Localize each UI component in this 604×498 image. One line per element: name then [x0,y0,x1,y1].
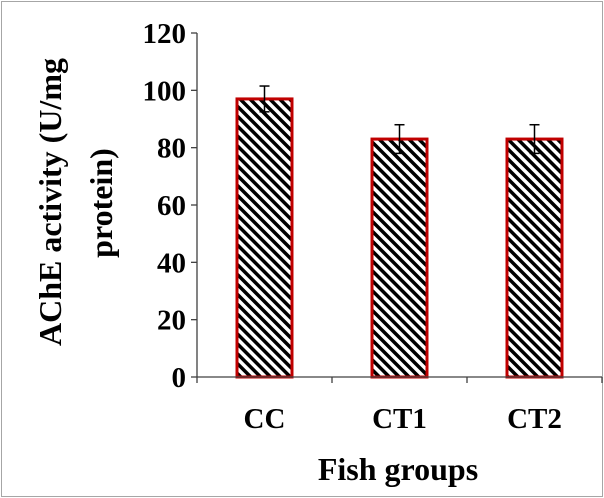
bar-cc [235,97,294,379]
x-axis-title: Fish groups [318,451,478,487]
y-axis-title-line-1: AChE activity (U/mg [32,58,68,346]
y-tick-label: 40 [157,247,186,279]
error-bar-ct2 [529,123,540,155]
bar-ct2 [505,137,564,379]
x-tick-label: CT1 [372,403,427,435]
y-axis-title-line-2: protein) [83,148,119,258]
y-tick-labels: 0 20 40 60 80 100 120 [143,18,187,394]
y-tick-label: 20 [157,305,186,337]
error-bar-cc [259,85,270,113]
bar-ct1 [370,137,429,379]
error-bars-group [259,85,540,155]
x-tick-label: CT2 [507,403,562,435]
y-tick-label: 100 [143,75,187,107]
y-tick-label: 80 [157,133,186,165]
axes-group [191,32,603,383]
y-tick-label: 0 [172,362,187,394]
x-tick-label: CC [244,403,286,435]
error-bar-ct1 [394,123,405,155]
y-tick-label: 120 [143,18,187,50]
x-tick-labels: CC CT1 CT2 [244,403,562,435]
y-tick-label: 60 [157,190,186,222]
